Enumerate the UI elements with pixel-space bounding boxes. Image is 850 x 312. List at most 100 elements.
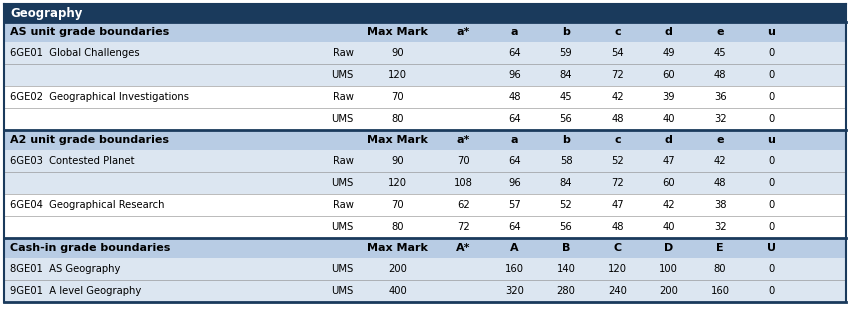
Text: 48: 48 bbox=[714, 70, 727, 80]
Text: Raw: Raw bbox=[332, 200, 354, 210]
Text: 64: 64 bbox=[508, 222, 521, 232]
Text: 72: 72 bbox=[611, 178, 624, 188]
Bar bbox=[4, 150, 846, 172]
Text: 160: 160 bbox=[711, 286, 729, 296]
Text: 120: 120 bbox=[388, 178, 407, 188]
Text: Max Mark: Max Mark bbox=[367, 135, 428, 145]
Text: 52: 52 bbox=[611, 156, 624, 166]
Text: c: c bbox=[614, 27, 620, 37]
Text: 0: 0 bbox=[768, 178, 774, 188]
Text: 45: 45 bbox=[559, 92, 572, 102]
Text: a*: a* bbox=[456, 27, 470, 37]
Text: 42: 42 bbox=[662, 200, 675, 210]
Text: 32: 32 bbox=[714, 222, 727, 232]
Text: 64: 64 bbox=[508, 114, 521, 124]
Text: 200: 200 bbox=[660, 286, 678, 296]
Text: A*: A* bbox=[456, 243, 471, 253]
Text: 48: 48 bbox=[714, 178, 727, 188]
Text: 52: 52 bbox=[559, 200, 572, 210]
Text: 48: 48 bbox=[611, 222, 624, 232]
Text: 58: 58 bbox=[559, 156, 572, 166]
Text: u: u bbox=[768, 135, 775, 145]
Text: 0: 0 bbox=[768, 222, 774, 232]
Bar bbox=[4, 130, 846, 150]
Text: e: e bbox=[717, 135, 724, 145]
Text: 0: 0 bbox=[768, 200, 774, 210]
Bar bbox=[4, 64, 846, 86]
Text: AS unit grade boundaries: AS unit grade boundaries bbox=[10, 27, 169, 37]
Text: a: a bbox=[511, 135, 518, 145]
Text: UMS: UMS bbox=[332, 114, 354, 124]
Text: 70: 70 bbox=[391, 200, 404, 210]
Text: a: a bbox=[511, 27, 518, 37]
Text: 40: 40 bbox=[662, 222, 675, 232]
Text: C: C bbox=[614, 243, 621, 253]
Text: 160: 160 bbox=[505, 264, 524, 274]
Text: 6GE02  Geographical Investigations: 6GE02 Geographical Investigations bbox=[10, 92, 189, 102]
Text: Max Mark: Max Mark bbox=[367, 27, 428, 37]
Text: 54: 54 bbox=[611, 48, 624, 58]
Text: 62: 62 bbox=[457, 200, 470, 210]
Text: 57: 57 bbox=[508, 200, 521, 210]
Text: 84: 84 bbox=[560, 178, 572, 188]
Text: 96: 96 bbox=[508, 178, 521, 188]
Text: 100: 100 bbox=[660, 264, 678, 274]
Text: 36: 36 bbox=[714, 92, 727, 102]
Text: 6GE01  Global Challenges: 6GE01 Global Challenges bbox=[10, 48, 139, 58]
Bar bbox=[4, 280, 846, 302]
Text: b: b bbox=[562, 27, 570, 37]
Text: 140: 140 bbox=[557, 264, 575, 274]
Text: 0: 0 bbox=[768, 48, 774, 58]
Text: 48: 48 bbox=[611, 114, 624, 124]
Text: 32: 32 bbox=[714, 114, 727, 124]
Text: 40: 40 bbox=[662, 114, 675, 124]
Text: 90: 90 bbox=[391, 48, 404, 58]
Text: A2 unit grade boundaries: A2 unit grade boundaries bbox=[10, 135, 169, 145]
Text: 8GE01  AS Geography: 8GE01 AS Geography bbox=[10, 264, 121, 274]
Text: 80: 80 bbox=[391, 222, 404, 232]
Bar bbox=[4, 22, 846, 42]
Text: UMS: UMS bbox=[332, 70, 354, 80]
Bar bbox=[4, 216, 846, 238]
Text: 6GE03  Contested Planet: 6GE03 Contested Planet bbox=[10, 156, 134, 166]
Text: 280: 280 bbox=[557, 286, 575, 296]
Bar bbox=[4, 108, 846, 130]
Text: 200: 200 bbox=[388, 264, 407, 274]
Text: 72: 72 bbox=[457, 222, 470, 232]
Text: 47: 47 bbox=[611, 200, 624, 210]
Text: 64: 64 bbox=[508, 48, 521, 58]
Text: 120: 120 bbox=[608, 264, 627, 274]
Text: 42: 42 bbox=[714, 156, 727, 166]
Text: 0: 0 bbox=[768, 156, 774, 166]
Text: b: b bbox=[562, 135, 570, 145]
Text: e: e bbox=[717, 27, 724, 37]
Text: 240: 240 bbox=[608, 286, 626, 296]
Text: 59: 59 bbox=[559, 48, 572, 58]
Text: UMS: UMS bbox=[332, 286, 354, 296]
Bar bbox=[4, 258, 846, 280]
Text: 84: 84 bbox=[560, 70, 572, 80]
Text: 80: 80 bbox=[714, 264, 727, 274]
Bar bbox=[4, 42, 846, 64]
Bar bbox=[4, 238, 846, 258]
Text: 47: 47 bbox=[662, 156, 675, 166]
Text: 48: 48 bbox=[508, 92, 521, 102]
Text: 80: 80 bbox=[391, 114, 404, 124]
Text: E: E bbox=[717, 243, 724, 253]
Text: UMS: UMS bbox=[332, 222, 354, 232]
Text: D: D bbox=[664, 243, 673, 253]
Text: a*: a* bbox=[456, 135, 470, 145]
Text: 42: 42 bbox=[611, 92, 624, 102]
Text: U: U bbox=[767, 243, 776, 253]
Text: 0: 0 bbox=[768, 92, 774, 102]
Text: Raw: Raw bbox=[332, 92, 354, 102]
Text: 0: 0 bbox=[768, 264, 774, 274]
Text: 400: 400 bbox=[388, 286, 407, 296]
Text: 56: 56 bbox=[559, 222, 572, 232]
Text: 6GE04  Geographical Research: 6GE04 Geographical Research bbox=[10, 200, 165, 210]
Text: 0: 0 bbox=[768, 114, 774, 124]
Text: 72: 72 bbox=[611, 70, 624, 80]
Text: Raw: Raw bbox=[332, 156, 354, 166]
Text: 39: 39 bbox=[662, 92, 675, 102]
Text: UMS: UMS bbox=[332, 264, 354, 274]
